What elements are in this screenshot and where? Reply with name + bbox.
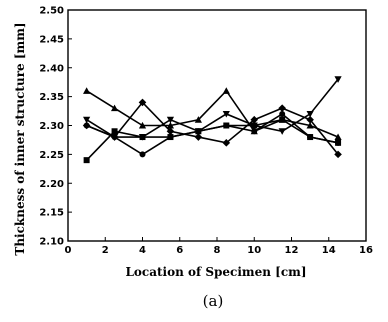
data-point (83, 157, 90, 164)
plot-frame (67, 9, 367, 242)
series-layer (82, 76, 342, 164)
y-tick-label: 2.30 (39, 121, 64, 132)
y-tick-label: 2.35 (39, 92, 64, 103)
y-tick-label: 2.15 (39, 208, 64, 219)
data-point (222, 139, 231, 147)
data-point (195, 128, 202, 135)
data-point (278, 116, 286, 123)
x-tick-label: 12 (285, 245, 299, 256)
data-point (167, 134, 174, 141)
data-point (251, 128, 258, 135)
data-point (138, 134, 147, 141)
plot-area-border (67, 9, 367, 242)
series-line (86, 112, 339, 156)
y-tick-label: 2.45 (39, 34, 64, 45)
series-line (86, 101, 339, 155)
x-axis-ticks: 0 2 4 6 8 10 12 14 16 (65, 237, 373, 256)
figure-caption: (a) (203, 292, 224, 310)
data-point (307, 134, 314, 141)
data-point (139, 151, 146, 158)
x-tick-label: 8 (214, 245, 221, 256)
y-tick-label: 2.25 (39, 150, 64, 161)
data-point (334, 133, 342, 141)
data-point (250, 115, 259, 124)
series-5 (83, 110, 342, 158)
x-tick-label: 16 (359, 245, 373, 256)
data-point (166, 121, 175, 129)
x-tick-label: 6 (176, 245, 183, 256)
data-point (111, 134, 118, 141)
data-point (110, 104, 119, 112)
data-point (138, 121, 147, 129)
x-tick-label: 10 (247, 245, 261, 256)
data-point (194, 116, 202, 123)
y-tick-label: 2.20 (39, 179, 64, 190)
data-point (306, 110, 314, 118)
data-point (83, 122, 90, 129)
data-point (83, 116, 91, 124)
data-point (222, 87, 230, 94)
data-point (250, 122, 258, 130)
data-point (278, 128, 286, 135)
data-point (194, 133, 203, 141)
data-point (334, 150, 342, 159)
data-point (166, 116, 175, 124)
data-point (306, 115, 314, 124)
series-line (86, 78, 339, 138)
data-point (306, 121, 314, 129)
data-point (166, 127, 175, 136)
x-axis-label: Location of Specimen [cm] (125, 265, 306, 279)
y-axis-label: Thickness of inner structure [mm] (13, 22, 27, 255)
data-point (223, 122, 230, 129)
x-tick-label: 0 (65, 245, 72, 256)
data-point (222, 110, 230, 118)
y-axis-ticks: 2.10 2.15 2.20 2.25 2.30 2.35 2.40 2.45 2.50 (39, 6, 72, 248)
data-point (138, 98, 147, 107)
y-tick-label: 2.50 (39, 6, 64, 17)
data-point (334, 76, 342, 83)
y-tick-label: 2.10 (39, 237, 64, 248)
data-point (279, 110, 286, 117)
data-point (335, 139, 342, 146)
x-tick-label: 4 (139, 245, 146, 256)
data-point (111, 128, 118, 135)
x-tick-label: 14 (322, 245, 336, 256)
data-point (278, 104, 286, 112)
data-point (83, 87, 91, 94)
x-tick-label: 2 (102, 245, 109, 256)
y-tick-label: 2.40 (39, 63, 64, 74)
